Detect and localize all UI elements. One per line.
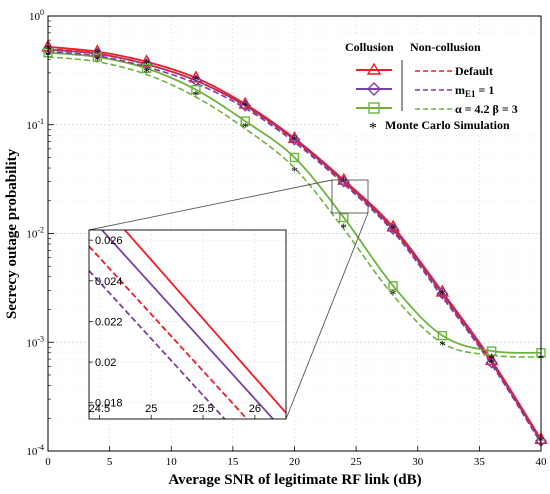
y-tick-label: 10-3 <box>26 334 44 349</box>
square-marker <box>437 330 448 341</box>
inset-border <box>88 229 287 420</box>
monte-carlo-point: * <box>390 221 397 236</box>
inset-lines <box>89 230 286 419</box>
curves <box>47 45 542 444</box>
square-marker <box>487 346 497 356</box>
inset-grid <box>89 230 286 419</box>
legend-triangle-marker <box>366 62 382 75</box>
monte-carlo-point: * <box>242 120 249 135</box>
y-tick-label: 10-1 <box>26 117 44 132</box>
series-line-non-collusion-green <box>47 56 542 358</box>
monte-carlo-point: * <box>291 163 298 178</box>
diamond-marker <box>91 47 104 60</box>
x-tick-label: 15 <box>227 456 239 468</box>
monte-carlo-point: * <box>193 87 200 102</box>
x-tick-label: 0 <box>45 456 51 468</box>
x-tick-label: 10 <box>166 456 178 468</box>
monte-carlo-point: * <box>390 287 397 302</box>
square-marker <box>240 116 250 126</box>
x-tick-label: 30 <box>412 456 424 468</box>
square-marker <box>388 281 398 291</box>
legend-diamond-marker <box>367 82 381 96</box>
inset-line-red-solid <box>123 230 286 414</box>
inset-x-tick-label: 25.5 <box>192 403 213 415</box>
monte-carlo-point: * <box>488 351 495 366</box>
diamond-marker <box>140 58 153 71</box>
monte-carlo-point: * <box>143 56 150 71</box>
legend-label-alpha-beta: α = 4.2 β = 3 <box>455 102 518 116</box>
diamond-marker <box>239 99 252 112</box>
legend-monte-carlo-marker: * <box>369 120 377 137</box>
square-marker <box>339 212 349 223</box>
monte-carlo-point: * <box>341 174 348 189</box>
y-tick-label: 10-4 <box>26 443 44 458</box>
legend-header-noncollusion: Non-collusion <box>410 40 481 54</box>
monte-carlo-point: * <box>193 73 200 88</box>
x-tick-label: 25 <box>351 456 363 468</box>
legend-label-default: Default <box>455 64 493 78</box>
monte-carlo-point: * <box>341 220 348 235</box>
series-line-collusion-green <box>47 51 542 354</box>
inset-x-tick-label: 25 <box>145 403 157 415</box>
zoom-region-box <box>331 179 369 214</box>
monte-carlo-point: * <box>291 132 298 147</box>
x-tick-label: 5 <box>107 456 113 468</box>
legend-label-me1: mE1 = 1 <box>455 83 494 99</box>
series-line-collusion-red <box>47 45 542 440</box>
y-tick-label: 10-2 <box>26 226 44 241</box>
inset-zoom-plot: 24.5 25 25.5 26 0.018 0.02 0.022 0.024 0.026 <box>88 229 287 420</box>
x-tick-label: 20 <box>289 456 301 468</box>
legend-label-monte-carlo: Monte Carlo Simulation <box>385 118 510 132</box>
square-marker <box>92 52 103 62</box>
zoom-connector-left <box>88 179 333 231</box>
x-tick-label: 35 <box>474 456 486 468</box>
square-marker <box>289 152 300 163</box>
inset-x-tick-label: 24.5 <box>89 403 110 415</box>
inset-line-red-dashed <box>89 245 249 419</box>
legend-square-marker <box>368 102 380 114</box>
monte-carlo-point: * <box>94 52 101 67</box>
legend: Collusion Non-collusion Default mE1 = 1 … <box>338 35 538 137</box>
y-axis-title: Secrecy outage probability <box>4 148 20 319</box>
zoom-connector-right <box>285 212 369 420</box>
series-line-non-collusion-purple <box>47 50 542 444</box>
diamond-marker <box>387 223 400 235</box>
square-marker <box>191 85 201 95</box>
monte-carlo-point: * <box>488 355 495 370</box>
monte-carlo-point: * <box>439 338 446 353</box>
inset-ticks: 24.5 25 25.5 26 0.018 0.02 0.022 0.024 0.026 <box>89 235 261 419</box>
diamond-marker <box>436 287 449 300</box>
diamond-marker <box>288 133 301 146</box>
triangle-marker <box>189 70 203 83</box>
square-marker <box>141 63 152 74</box>
y-tick-label: 100 <box>29 8 44 23</box>
inset-y-tick-label: 0.018 <box>95 398 123 410</box>
monte-carlo-point: * <box>439 287 446 302</box>
triangle-marker <box>139 54 154 67</box>
inset-y-tick-label: 0.024 <box>95 276 123 288</box>
monte-carlo-point: * <box>242 98 249 113</box>
legend-header-collusion: Collusion <box>345 40 394 54</box>
inset-line-purple-dashed <box>89 270 226 419</box>
inset-x-tick-label: 26 <box>249 403 261 415</box>
series-line-non-collusion-red <box>47 47 542 443</box>
inset-line-purple-solid <box>100 230 275 419</box>
x-tick-label: 40 <box>536 456 548 468</box>
x-axis-title: Average SNR of legitimate RF link (dB) <box>168 472 421 488</box>
ticks: 0 5 10 15 20 25 30 35 40 100 10-1 10-2 10-3 10-4 <box>26 8 547 468</box>
monte-carlo-point: * <box>94 46 101 61</box>
inset-y-tick-label: 0.026 <box>95 235 123 247</box>
diamond-marker <box>485 356 498 369</box>
monte-carlo-point: * <box>143 64 150 79</box>
inset-y-tick-label: 0.022 <box>95 316 123 328</box>
inset-y-tick-label: 0.02 <box>95 357 116 369</box>
